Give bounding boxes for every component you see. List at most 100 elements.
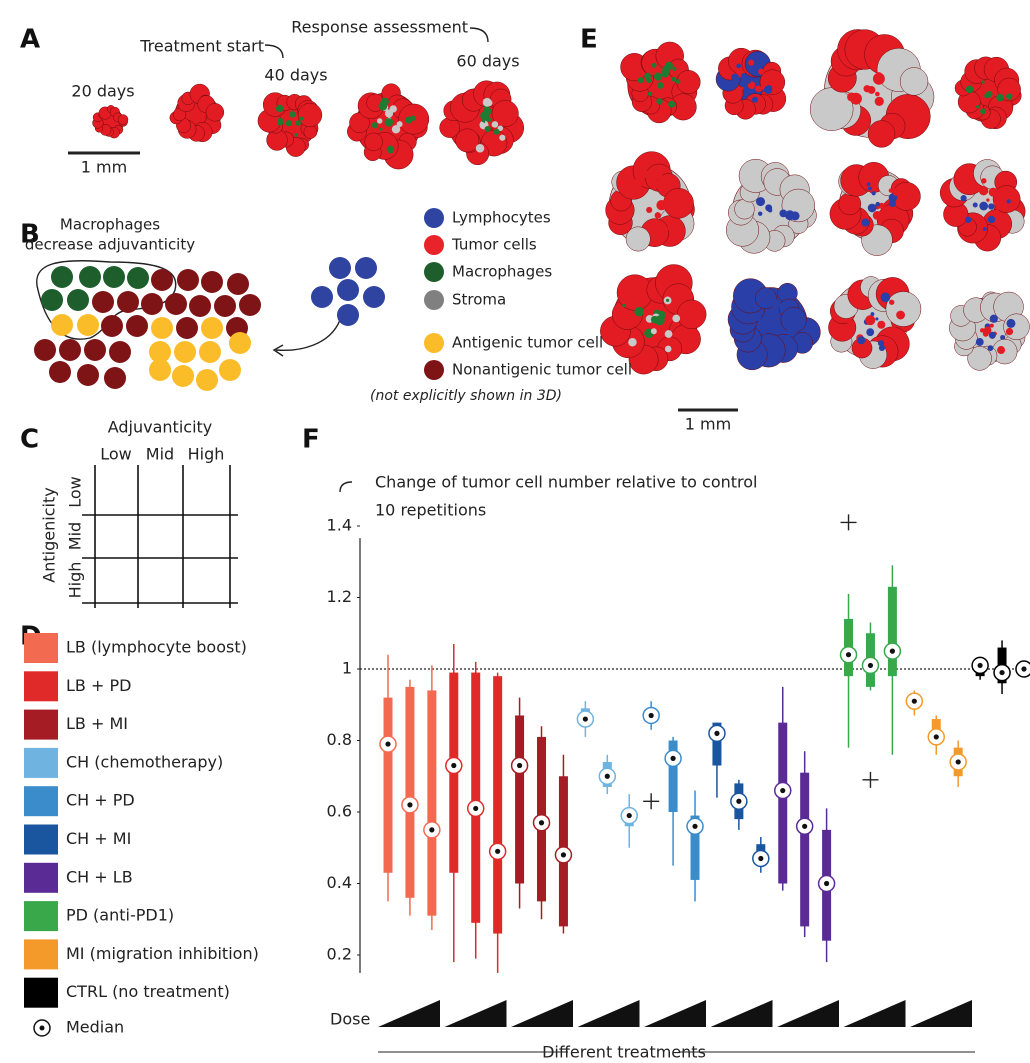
blob-spot xyxy=(979,202,988,211)
blob-spot xyxy=(487,118,491,122)
blob-spot xyxy=(976,105,979,108)
blob-spot xyxy=(1006,199,1010,203)
y-tick-label: 0.4 xyxy=(327,873,352,892)
blob-lump xyxy=(456,129,479,152)
box xyxy=(493,676,502,933)
blob-spot xyxy=(847,93,856,102)
median-dot xyxy=(956,759,961,764)
blob-spot xyxy=(676,79,681,84)
axis-title: Antigenicity xyxy=(40,487,59,582)
blob-spot xyxy=(885,205,889,209)
blob-spot xyxy=(486,100,492,106)
median-dot xyxy=(978,663,983,668)
legend-label: Tumor cells xyxy=(451,236,537,254)
box xyxy=(800,773,809,927)
blob-spot xyxy=(871,312,875,316)
legend-swatch xyxy=(24,633,58,663)
figure: A B C D E F 20 days Treatment start 40 d… xyxy=(0,0,1030,1063)
annotation: 20 days xyxy=(71,82,134,101)
legend-label: CTRL (no treatment) xyxy=(66,982,230,1001)
cell xyxy=(141,293,163,315)
median-dot xyxy=(868,663,873,668)
median-dot xyxy=(495,849,500,854)
blob-spot xyxy=(372,122,378,128)
column-label: High xyxy=(188,445,225,464)
panel-letter: F xyxy=(302,425,320,455)
blob-spot xyxy=(875,317,878,320)
median-dot xyxy=(736,799,741,804)
blob-spot xyxy=(633,179,642,188)
legend-label: Antigenic tumor cell xyxy=(452,334,603,352)
blob-spot xyxy=(628,338,636,346)
cell xyxy=(79,266,101,288)
median-dot xyxy=(1021,666,1026,671)
median-dot xyxy=(605,774,610,779)
tumor-rendering xyxy=(940,159,1025,251)
median-dot xyxy=(692,824,697,829)
box xyxy=(384,698,393,873)
cell xyxy=(77,364,99,386)
dose-triangle xyxy=(777,1000,839,1027)
blob-spot xyxy=(765,204,772,211)
blob-spot xyxy=(640,170,648,178)
annotation: Response assessment xyxy=(291,18,468,37)
median-dot xyxy=(802,824,807,829)
blob-spot xyxy=(980,108,986,114)
blob-spot xyxy=(390,105,397,112)
scale-label: 1 mm xyxy=(685,415,731,434)
median-dot xyxy=(561,852,566,857)
blob-spot xyxy=(873,211,882,220)
cell xyxy=(67,289,89,311)
blob-spot xyxy=(779,209,787,217)
blob-spot xyxy=(868,186,872,190)
blob-spot xyxy=(877,72,882,77)
blob-spot xyxy=(743,86,748,91)
y-tick-label: 1 xyxy=(342,659,352,678)
median-dot xyxy=(429,827,434,832)
median-dot xyxy=(758,856,763,861)
annotation: Treatment start xyxy=(139,37,264,56)
cell xyxy=(239,294,261,316)
tumor-rendering xyxy=(716,48,786,119)
cell xyxy=(77,314,99,336)
blob-spot xyxy=(758,211,762,215)
blob-spot xyxy=(762,326,768,332)
blob-spot xyxy=(988,216,995,223)
cell xyxy=(49,361,71,383)
blob-spot xyxy=(654,72,662,80)
median-dot xyxy=(934,734,939,739)
median-dot xyxy=(714,731,719,736)
blob-spot xyxy=(868,318,873,323)
cell xyxy=(51,314,73,336)
blob-spot xyxy=(379,102,388,111)
legend-label: CH (chemotherapy) xyxy=(66,752,223,771)
blob-spot xyxy=(756,197,765,206)
blob-spot xyxy=(1006,93,1012,99)
blob-spot xyxy=(295,120,301,126)
blob-spot xyxy=(731,74,739,82)
blob-spot xyxy=(672,67,676,71)
tumor-rendering xyxy=(728,279,820,370)
blob-spot xyxy=(294,133,298,137)
y-tick-label: 0.8 xyxy=(327,730,352,749)
blob-spot xyxy=(868,86,876,94)
legend-symbol xyxy=(424,333,444,353)
cell xyxy=(177,269,199,291)
y-tick-label: 0.2 xyxy=(327,945,352,964)
legend-swatch xyxy=(24,825,58,855)
tumor-rendering xyxy=(949,292,1029,370)
legend-swatch xyxy=(24,786,58,816)
blob-spot xyxy=(996,205,1001,210)
dose-triangle xyxy=(511,1000,573,1027)
blob-spot xyxy=(672,77,677,82)
blob-spot xyxy=(847,320,852,325)
layout-lines xyxy=(37,28,975,1052)
dose-label: Dose xyxy=(330,1010,370,1029)
cell xyxy=(84,339,106,361)
cell xyxy=(172,365,194,387)
cell xyxy=(34,339,56,361)
tumor-rendering xyxy=(606,152,695,252)
median-dot xyxy=(451,763,456,768)
tumor-rendering xyxy=(726,159,816,253)
blob-spot xyxy=(741,73,747,79)
